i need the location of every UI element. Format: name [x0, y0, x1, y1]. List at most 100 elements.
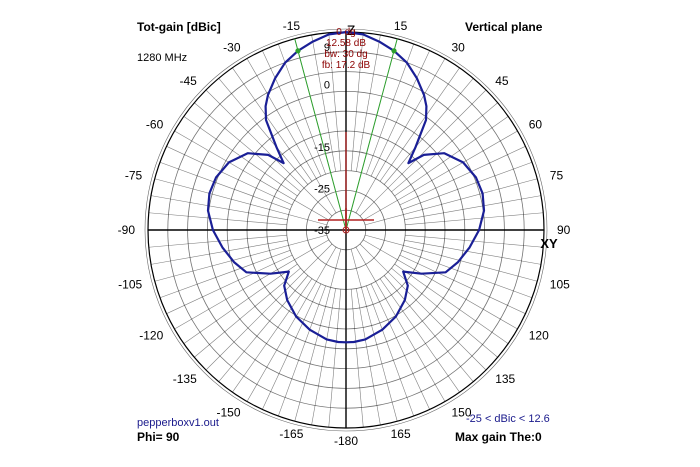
angle-tick-label: -105 — [118, 278, 142, 292]
max-gain-label: Max gain The:0 — [455, 430, 542, 444]
zenith-axis-label: Z — [347, 22, 356, 38]
origin-marker — [342, 226, 350, 234]
angle-tick-label: 90 — [557, 223, 571, 237]
radial-tick-label: 9 — [324, 42, 330, 54]
radial-tick-label: -35 — [314, 225, 330, 237]
phi-label: Phi= 90 — [137, 430, 180, 444]
grid-spoke — [362, 239, 518, 330]
beam-info-label: fb: 17.2 dB — [322, 60, 371, 71]
grid-spoke — [359, 243, 487, 371]
grid-spoke — [150, 240, 288, 265]
plane-label: Vertical plane — [465, 20, 543, 34]
radial-tick-label: 0 — [324, 79, 330, 91]
grid-spoke — [379, 278, 460, 393]
grid-spoke — [154, 178, 327, 226]
horizon-axis-label: XY — [540, 236, 558, 251]
grid-spoke — [394, 263, 509, 344]
grid-spoke — [350, 32, 364, 171]
beam-info-label: bw: 30 dg — [324, 49, 367, 60]
grid-spoke — [399, 146, 526, 206]
angle-tick-label: -30 — [223, 40, 241, 54]
angle-tick-label: -135 — [173, 372, 197, 386]
grid-spoke — [232, 67, 313, 182]
gain-range-label: -25 < dBic < 12.6 — [466, 413, 550, 425]
angle-tick-label: -150 — [216, 406, 240, 420]
grid-spoke — [150, 195, 288, 220]
grid-spoke — [379, 67, 460, 182]
radial-tick-label: -25 — [314, 183, 330, 195]
grid-spoke — [404, 240, 542, 265]
grid-spoke — [405, 212, 544, 226]
grid-spoke — [391, 102, 498, 193]
grid-spoke — [311, 34, 336, 172]
grid-spoke — [205, 89, 333, 217]
grid-spoke — [277, 285, 326, 417]
grid-spoke — [183, 263, 298, 344]
grid-spoke — [246, 246, 337, 402]
grid-spoke — [356, 288, 381, 426]
grid-spoke — [205, 243, 333, 371]
beam-info-label: 12.58 dB — [326, 38, 366, 49]
angle-tick-label: -75 — [125, 168, 143, 182]
frequency-label: 1280 MHz — [137, 52, 188, 64]
grid-spoke — [174, 130, 330, 221]
angle-tick-label: -60 — [146, 118, 164, 132]
grid-spoke — [159, 161, 291, 210]
grid-spoke — [246, 58, 337, 214]
file-name-label: pepperboxv1.out — [137, 417, 219, 429]
grid-spoke — [194, 102, 301, 193]
grid-spoke — [366, 43, 415, 175]
beam-edge-marker — [391, 48, 397, 54]
angle-tick-label: -120 — [139, 329, 163, 343]
grid-spoke — [166, 146, 293, 206]
grid-spoke — [154, 234, 327, 282]
grid-spoke — [311, 288, 336, 426]
grid-spoke — [370, 283, 430, 410]
angle-tick-label: -165 — [279, 427, 303, 441]
grid-spoke — [262, 283, 322, 410]
radial-tick-label: -15 — [314, 142, 330, 154]
angle-tick-label: 165 — [391, 427, 411, 441]
grid-spoke — [328, 32, 342, 171]
grid-spoke — [355, 58, 446, 214]
angle-tick-label: 30 — [452, 40, 466, 54]
beam-info-label: 0 dg — [336, 27, 355, 38]
angle-tick-label: 135 — [495, 372, 515, 386]
grid-spoke — [232, 278, 313, 393]
grid-spoke — [401, 250, 533, 299]
grid-spoke — [399, 254, 526, 314]
grid-spoke — [159, 250, 291, 299]
beam-edge-line — [345, 38, 398, 231]
beam-edge-marker — [295, 48, 301, 54]
grid-spoke — [370, 50, 430, 177]
angle-tick-label: 60 — [529, 118, 543, 132]
grid-spoke — [355, 246, 446, 402]
grid-spoke — [359, 89, 487, 217]
grid-spoke — [401, 161, 533, 210]
grid-spoke — [218, 78, 309, 185]
grid-spoke — [174, 239, 330, 330]
grid-spoke — [350, 289, 364, 428]
grid-spoke — [383, 78, 474, 185]
chart-title: Tot-gain [dBic] — [137, 20, 221, 34]
beam-edge-line — [294, 38, 347, 231]
grid-spoke — [166, 254, 293, 314]
grid-spoke — [218, 275, 309, 382]
grid-spoke — [365, 178, 538, 226]
angle-tick-label: 105 — [550, 278, 570, 292]
grid-spoke — [366, 285, 415, 417]
angle-tick-label: -45 — [179, 74, 197, 88]
grid-spoke — [194, 267, 301, 358]
angle-tick-label: -90 — [118, 223, 136, 237]
grid-spoke — [277, 43, 326, 175]
angle-tick-label: 15 — [394, 19, 408, 33]
grid-spoke — [262, 50, 322, 177]
grid-spoke — [404, 195, 542, 220]
grid-spoke — [391, 267, 498, 358]
angle-tick-label: 75 — [550, 168, 564, 182]
grid-outer-ring — [144, 28, 548, 432]
grid-spoke — [383, 275, 474, 382]
grid-spoke — [365, 234, 538, 282]
pattern-curve — [206, 31, 486, 344]
